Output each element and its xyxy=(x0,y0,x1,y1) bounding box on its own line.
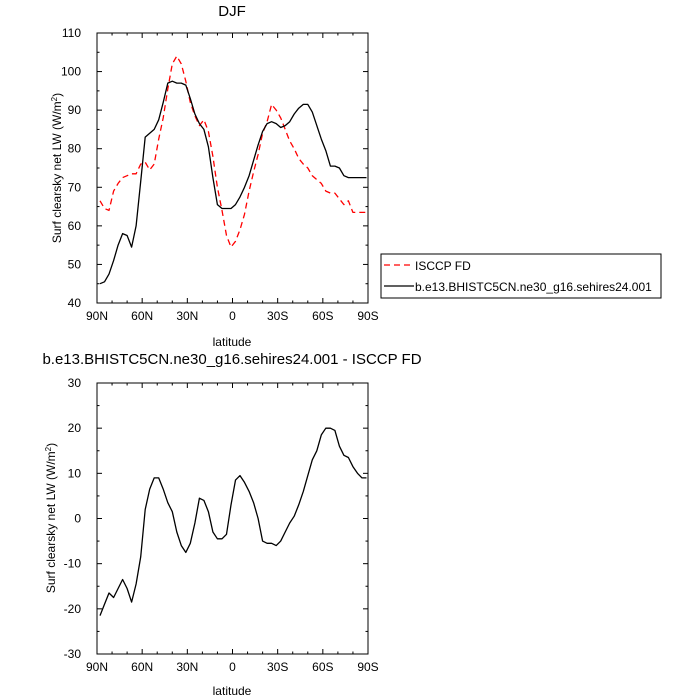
bottom-y-tick-label: -30 xyxy=(64,647,82,661)
top-y-tick-label: 80 xyxy=(68,142,82,156)
bottom-x-tick-label: 30N xyxy=(176,660,198,674)
bottom-ticks: 90N 60N 30N 0 30S 60S 90S -30 -20 -10 0 10 20 30 xyxy=(64,376,379,674)
bottom-y-tick-label: -20 xyxy=(64,602,82,616)
top-y-tick-label: 100 xyxy=(61,65,81,79)
top-y-axis-label-main: Surf clearsky net LW (W/m xyxy=(50,101,64,243)
bottom-y-axis-label: Surf clearsky net LW (W/m2) xyxy=(44,443,58,593)
top-y-tick-label: 50 xyxy=(68,257,82,271)
top-y-axis-label: Surf clearsky net LW (W/m2) xyxy=(50,93,64,243)
legend-label-model: b.e13.BHISTC5CN.ne30_g16.sehires24.001 xyxy=(415,280,652,294)
bottom-chart-title: b.e13.BHISTC5CN.ne30_g16.sehires24.001 -… xyxy=(42,351,421,368)
top-x-tick-label: 60S xyxy=(312,309,333,323)
bottom-series xyxy=(99,427,367,616)
top-chart-title: DJF xyxy=(218,3,246,20)
bottom-x-axis-label: latitude xyxy=(213,684,252,698)
top-x-tick-label: 90N xyxy=(86,309,108,323)
bottom-x-tick-label: 60S xyxy=(312,660,333,674)
top-y-axis-label-close: ) xyxy=(50,93,64,97)
top-series-line-0 xyxy=(99,55,367,248)
top-series xyxy=(99,55,367,285)
bottom-y-axis-label-close: ) xyxy=(44,443,58,447)
top-x-tick-label: 30S xyxy=(267,309,288,323)
legend: ISCCP FD b.e13.BHISTC5CN.ne30_g16.sehire… xyxy=(380,253,662,299)
bottom-y-tick-label: 10 xyxy=(68,466,82,480)
top-y-axis-label-sup: 2 xyxy=(50,96,59,101)
top-x-tick-label: 60N xyxy=(131,309,153,323)
bottom-y-tick-label: 20 xyxy=(68,421,82,435)
top-y-tick-label: 60 xyxy=(68,219,82,233)
top-ticks: 90N 60N 30N 0 30S 60S 90S 40 50 60 70 80 90 100 110 xyxy=(61,26,379,323)
bottom-x-tick-label: 60N xyxy=(131,660,153,674)
bottom-x-tick-label: 0 xyxy=(229,660,236,674)
top-plot-frame xyxy=(96,32,369,304)
top-y-tick-label: 110 xyxy=(62,26,81,40)
legend-label-isccp: ISCCP FD xyxy=(415,259,471,273)
top-x-tick-label: 0 xyxy=(229,309,236,323)
top-series-line-1 xyxy=(99,80,367,285)
bottom-series-line-0 xyxy=(99,427,367,616)
top-x-tick-label: 90S xyxy=(357,309,378,323)
bottom-x-tick-label: 30S xyxy=(267,660,288,674)
top-x-tick-label: 30N xyxy=(176,309,198,323)
top-y-tick-label: 90 xyxy=(68,103,82,117)
bottom-x-tick-label: 90N xyxy=(86,660,108,674)
bottom-y-axis-label-main: Surf clearsky net LW (W/m xyxy=(44,451,58,593)
bottom-y-axis-label-sup: 2 xyxy=(44,446,53,451)
top-y-tick-label: 70 xyxy=(68,180,82,194)
top-panel: DJF 90N 60N 30N 0 30S 60S 90S 40 50 60 70 80 90 100 11… xyxy=(50,3,379,349)
bottom-x-tick-label: 90S xyxy=(357,660,378,674)
bottom-plot-frame xyxy=(96,382,369,655)
top-y-tick-label: 40 xyxy=(68,296,82,310)
bottom-y-tick-label: -10 xyxy=(64,557,82,571)
bottom-y-tick-label: 30 xyxy=(68,376,82,390)
top-x-axis-label: latitude xyxy=(213,335,252,349)
legend-box xyxy=(380,253,662,299)
bottom-panel: b.e13.BHISTC5CN.ne30_g16.sehires24.001 -… xyxy=(42,351,421,698)
bottom-y-tick-label: 0 xyxy=(74,512,81,526)
